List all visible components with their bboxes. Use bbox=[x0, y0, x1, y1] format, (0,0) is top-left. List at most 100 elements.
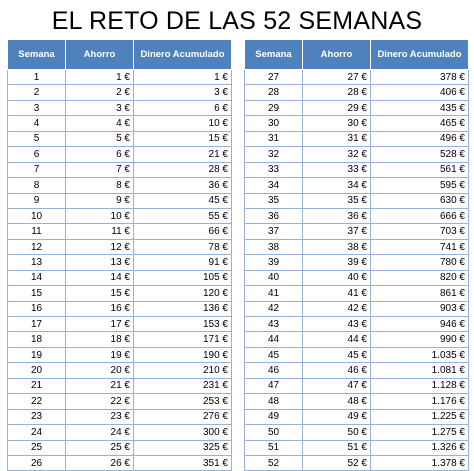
cell-ahorro: 50 € bbox=[302, 424, 371, 441]
cell-ahorro: 46 € bbox=[302, 362, 371, 379]
cell-ahorro: 49 € bbox=[302, 409, 371, 426]
cell-semana: 33 bbox=[244, 162, 303, 179]
cell-semana: 44 bbox=[244, 331, 303, 348]
cell-ahorro: 2 € bbox=[65, 84, 134, 101]
cell-ahorro: 26 € bbox=[65, 455, 134, 471]
cell-ahorro: 44 € bbox=[302, 331, 371, 348]
cell-semana: 28 bbox=[244, 84, 303, 101]
cell-ahorro: 9 € bbox=[65, 193, 134, 209]
cell-ahorro: 42 € bbox=[302, 301, 371, 318]
table-row: 11 11 €66 € bbox=[7, 223, 232, 240]
cell-ahorro: 10 € bbox=[65, 208, 134, 225]
cell-ahorro: 20 € bbox=[65, 362, 134, 379]
cell-semana: 36 bbox=[244, 208, 303, 225]
cell-semana: 1 bbox=[7, 69, 66, 86]
savings-table-right: Semana Ahorro Dinero Acumulado 27 27 €378… bbox=[244, 39, 469, 471]
cell-dinero-acumulado: 36 € bbox=[133, 177, 232, 194]
table-row: 18 18 €171 € bbox=[7, 331, 232, 348]
table-row: 52 52 €1.378 € bbox=[244, 455, 469, 471]
cell-semana: 39 bbox=[244, 254, 303, 271]
cell-semana: 20 bbox=[7, 362, 66, 379]
cell-dinero-acumulado: 66 € bbox=[133, 223, 232, 240]
cell-semana: 52 bbox=[244, 455, 303, 471]
table-row: 25 25 €325 € bbox=[7, 440, 232, 456]
cell-ahorro: 16 € bbox=[65, 301, 134, 318]
cell-dinero-acumulado: 10 € bbox=[133, 115, 232, 132]
table-row: 14 14 €105 € bbox=[7, 270, 232, 287]
cell-dinero-acumulado: 666 € bbox=[370, 208, 469, 225]
cell-dinero-acumulado: 1.275 € bbox=[370, 424, 469, 441]
cell-ahorro: 22 € bbox=[65, 393, 134, 410]
cell-semana: 48 bbox=[244, 393, 303, 410]
cell-semana: 32 bbox=[244, 146, 303, 163]
cell-semana: 50 bbox=[244, 424, 303, 441]
cell-dinero-acumulado: 300 € bbox=[133, 424, 232, 441]
cell-dinero-acumulado: 21 € bbox=[133, 146, 232, 163]
cell-ahorro: 17 € bbox=[65, 316, 134, 333]
cell-semana: 7 bbox=[7, 162, 66, 179]
page-title: EL RETO DE LAS 52 SEMANAS bbox=[51, 7, 423, 35]
cell-ahorro: 43 € bbox=[302, 316, 371, 333]
cell-semana: 24 bbox=[7, 424, 66, 441]
cell-semana: 6 bbox=[7, 146, 66, 163]
table-row: 15 15 €120 € bbox=[7, 285, 232, 302]
cell-dinero-acumulado: 136 € bbox=[133, 301, 232, 318]
cell-semana: 13 bbox=[7, 254, 66, 271]
table-row: 34 34 €595 € bbox=[244, 177, 469, 194]
table-row: 12 12 €78 € bbox=[7, 239, 232, 256]
cell-ahorro: 25 € bbox=[65, 440, 134, 456]
cell-ahorro: 33 € bbox=[302, 162, 371, 179]
cell-ahorro: 28 € bbox=[302, 84, 371, 101]
cell-semana: 25 bbox=[7, 440, 66, 456]
cell-ahorro: 37 € bbox=[302, 223, 371, 240]
cell-dinero-acumulado: 351 € bbox=[133, 455, 232, 471]
cell-dinero-acumulado: 190 € bbox=[133, 347, 232, 364]
cell-dinero-acumulado: 1.176 € bbox=[370, 393, 469, 410]
cell-ahorro: 35 € bbox=[302, 193, 371, 209]
cell-ahorro: 31 € bbox=[302, 131, 371, 148]
table-row: 33 33 €561 € bbox=[244, 162, 469, 179]
cell-ahorro: 30 € bbox=[302, 115, 371, 132]
cell-ahorro: 4 € bbox=[65, 115, 134, 132]
cell-dinero-acumulado: 1.035 € bbox=[370, 347, 469, 364]
cell-dinero-acumulado: 528 € bbox=[370, 146, 469, 163]
cell-dinero-acumulado: 153 € bbox=[133, 316, 232, 333]
table-row: 30 30 €465 € bbox=[244, 115, 469, 132]
cell-semana: 30 bbox=[244, 115, 303, 132]
table-row: 27 27 €378 € bbox=[244, 69, 469, 86]
cell-ahorro: 12 € bbox=[65, 239, 134, 256]
cell-semana: 17 bbox=[7, 316, 66, 333]
cell-dinero-acumulado: 231 € bbox=[133, 378, 232, 395]
cell-dinero-acumulado: 45 € bbox=[133, 193, 232, 209]
cell-dinero-acumulado: 465 € bbox=[370, 115, 469, 132]
cell-ahorro: 15 € bbox=[65, 285, 134, 302]
cell-ahorro: 47 € bbox=[302, 378, 371, 395]
cell-dinero-acumulado: 28 € bbox=[133, 162, 232, 179]
cell-ahorro: 8 € bbox=[65, 177, 134, 194]
cell-semana: 22 bbox=[7, 393, 66, 410]
table-row: 40 40 €820 € bbox=[244, 270, 469, 287]
table-row: 41 41 €861 € bbox=[244, 285, 469, 302]
cell-ahorro: 11 € bbox=[65, 223, 134, 240]
cell-dinero-acumulado: 253 € bbox=[133, 393, 232, 410]
table-row: 45 45 €1.035 € bbox=[244, 347, 469, 364]
table-row: 39 39 €780 € bbox=[244, 254, 469, 271]
table-row: 47 47 €1.128 € bbox=[244, 378, 469, 395]
table-row: 17 17 €153 € bbox=[7, 316, 232, 333]
cell-ahorro: 19 € bbox=[65, 347, 134, 364]
cell-dinero-acumulado: 990 € bbox=[370, 331, 469, 348]
table-row: 35 35 €630 € bbox=[244, 193, 469, 209]
cell-ahorro: 27 € bbox=[302, 69, 371, 86]
cell-dinero-acumulado: 120 € bbox=[133, 285, 232, 302]
table-row: 23 23 €276 € bbox=[7, 409, 232, 426]
table-row: 13 13 €91 € bbox=[7, 254, 232, 271]
cell-semana: 35 bbox=[244, 193, 303, 209]
cell-ahorro: 38 € bbox=[302, 239, 371, 256]
table-row: 44 44 €990 € bbox=[244, 331, 469, 348]
cell-dinero-acumulado: 15 € bbox=[133, 131, 232, 148]
cell-semana: 19 bbox=[7, 347, 66, 364]
table-row: 16 16 €136 € bbox=[7, 301, 232, 318]
